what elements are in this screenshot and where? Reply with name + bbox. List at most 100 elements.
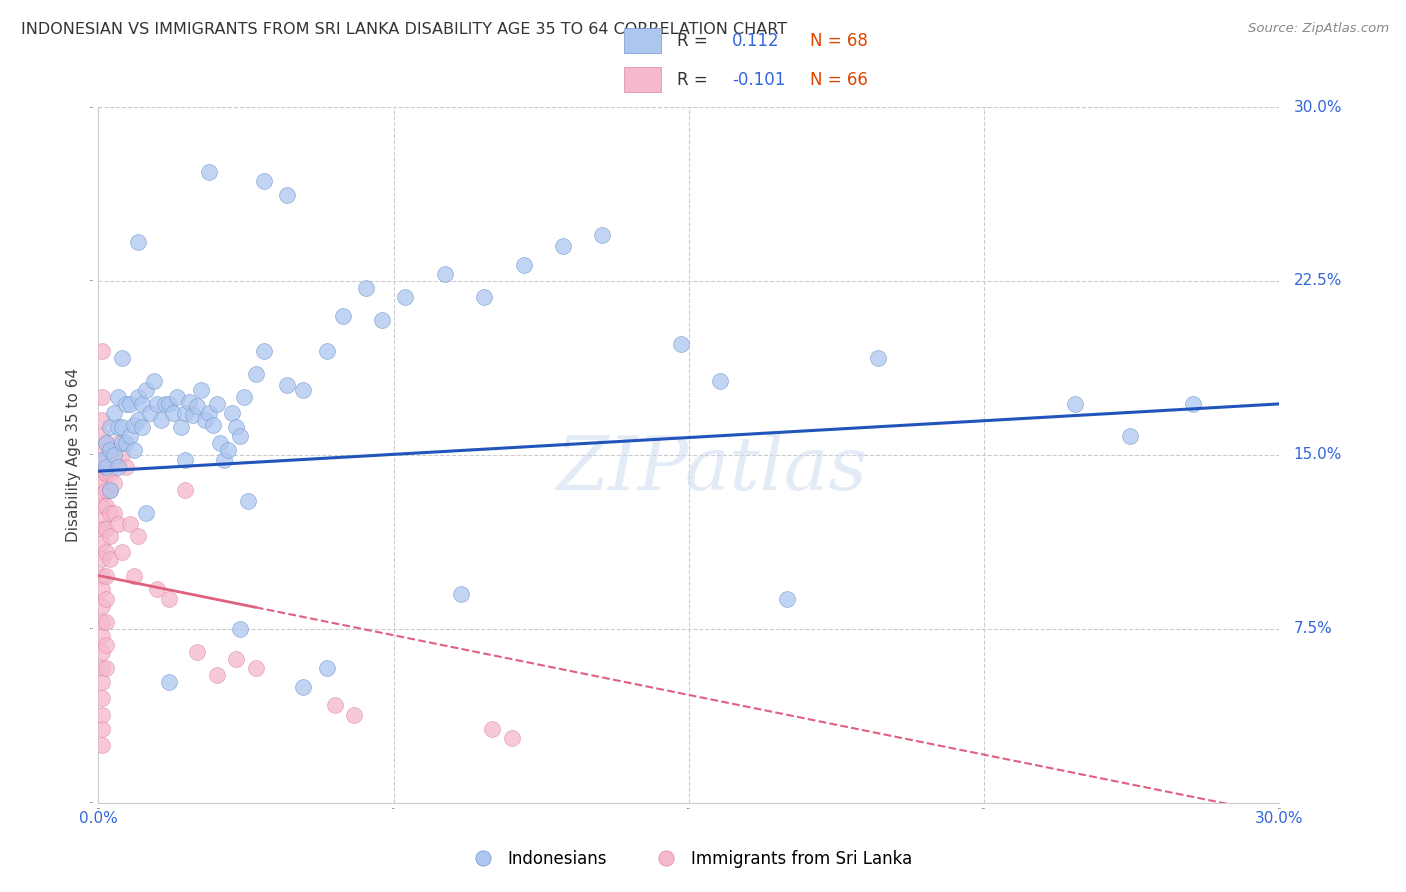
Point — [135, 506, 157, 520]
Point — [157, 675, 180, 690]
Point — [236, 494, 259, 508]
Point — [115, 436, 138, 450]
Point — [91, 707, 114, 722]
Point — [150, 413, 173, 427]
Point — [91, 467, 114, 481]
Text: 30.0%: 30.0% — [1256, 811, 1303, 826]
Point — [96, 591, 118, 606]
Point — [103, 452, 125, 467]
Point — [201, 417, 224, 432]
Point — [96, 545, 118, 559]
Point — [107, 390, 129, 404]
Text: N = 66: N = 66 — [810, 70, 868, 88]
Point — [146, 582, 169, 597]
Point — [190, 383, 212, 397]
Point — [1119, 429, 1142, 443]
Point — [96, 499, 118, 513]
Point — [1181, 397, 1204, 411]
Point — [96, 615, 118, 629]
Point — [205, 668, 228, 682]
Point — [221, 406, 243, 420]
Point — [118, 517, 141, 532]
Point — [174, 483, 197, 497]
Point — [501, 731, 523, 745]
Point — [91, 429, 114, 443]
Point — [174, 452, 197, 467]
Point — [229, 429, 252, 443]
Point — [98, 420, 121, 434]
Legend: Indonesians, Immigrants from Sri Lanka: Indonesians, Immigrants from Sri Lanka — [460, 843, 918, 874]
Point — [118, 429, 141, 443]
Point — [354, 281, 377, 295]
Text: -0.101: -0.101 — [733, 70, 786, 88]
Point — [98, 443, 121, 458]
Point — [96, 459, 118, 474]
Point — [276, 188, 298, 202]
Point — [433, 267, 456, 281]
Point — [138, 406, 160, 420]
Point — [107, 517, 129, 532]
Point — [91, 413, 114, 427]
Point — [481, 722, 503, 736]
Point — [118, 397, 141, 411]
Point — [332, 309, 354, 323]
Point — [512, 258, 534, 272]
Text: Source: ZipAtlas.com: Source: ZipAtlas.com — [1249, 22, 1389, 36]
Point — [91, 568, 114, 582]
Point — [103, 506, 125, 520]
Point — [186, 645, 208, 659]
Point — [127, 390, 149, 404]
Point — [122, 443, 145, 458]
Point — [472, 290, 495, 304]
Text: 0.0%: 0.0% — [79, 811, 118, 826]
Point — [146, 397, 169, 411]
Point — [127, 235, 149, 249]
Point — [371, 313, 394, 327]
Point — [96, 436, 118, 450]
Point — [96, 467, 118, 481]
Point — [131, 420, 153, 434]
Text: ZIPatlas: ZIPatlas — [557, 433, 868, 505]
Point — [115, 459, 138, 474]
Point — [96, 452, 118, 467]
Point — [127, 529, 149, 543]
Point — [91, 691, 114, 706]
Point — [166, 390, 188, 404]
Point — [91, 443, 114, 458]
Point — [253, 343, 276, 358]
Point — [170, 420, 193, 434]
Point — [343, 707, 366, 722]
Point — [155, 397, 177, 411]
Point — [98, 529, 121, 543]
Point — [111, 448, 134, 462]
Point — [131, 397, 153, 411]
Point — [209, 436, 232, 450]
Point — [253, 174, 276, 188]
Point — [91, 513, 114, 527]
Point — [98, 483, 121, 497]
Point — [98, 483, 121, 497]
Point — [111, 545, 134, 559]
Point — [135, 383, 157, 397]
Point — [91, 390, 114, 404]
Point — [111, 436, 134, 450]
Text: 15.0%: 15.0% — [1294, 448, 1341, 462]
Text: N = 68: N = 68 — [810, 32, 868, 50]
Point — [394, 290, 416, 304]
Point — [91, 343, 114, 358]
Point — [91, 675, 114, 690]
Point — [91, 582, 114, 597]
Point — [91, 629, 114, 643]
Text: R =: R = — [676, 70, 707, 88]
Point — [98, 467, 121, 481]
Point — [292, 383, 315, 397]
Point — [214, 452, 236, 467]
Point — [96, 638, 118, 652]
Point — [450, 587, 472, 601]
Point — [122, 417, 145, 432]
Point — [245, 367, 267, 381]
Point — [323, 698, 346, 713]
Point — [181, 409, 204, 423]
Point — [91, 487, 114, 501]
Point — [225, 652, 247, 666]
